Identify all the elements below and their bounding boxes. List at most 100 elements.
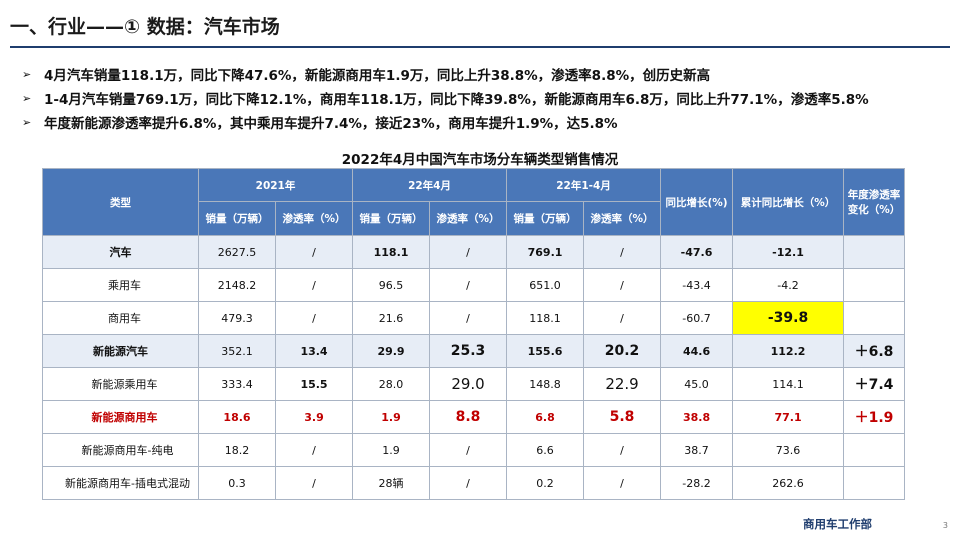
cell-pen-2021: /: [274, 235, 354, 269]
cell-yoy: -28.2: [660, 466, 734, 500]
cell-sales-ytd: 651.0: [506, 268, 585, 302]
cell-sales-2021: 18.2: [198, 433, 276, 467]
cell-pen-2021: /: [274, 433, 354, 467]
header-penetration: 渗透率（%）: [583, 201, 662, 236]
cell-pen-change: [843, 301, 906, 335]
header-sales: 销量（万辆）: [352, 201, 431, 236]
bullet-text: 4月汽车销量118.1万，同比下降47.6%，新能源商用车1.9万，同比上升38…: [44, 68, 711, 84]
cell-pen-apr: 29.0: [429, 367, 508, 401]
title-divider: [10, 46, 950, 48]
cell-sales-apr: 96.5: [352, 268, 431, 302]
cell-sales-apr: 29.9: [352, 334, 431, 368]
cell-sales-apr: 21.6: [352, 301, 431, 335]
cell-pen-change: [843, 268, 906, 302]
cell-sales-apr: 28辆: [352, 466, 431, 500]
cell-cum-yoy-highlight: -39.8: [732, 301, 845, 335]
slide-title: 一、行业——① 数据：汽车市场: [10, 16, 280, 38]
row-label: 新能源商用车: [42, 400, 199, 434]
cell-sales-2021: 2148.2: [198, 268, 276, 302]
cell-pen-change: [843, 235, 906, 269]
row-label: 新能源乘用车: [42, 367, 199, 401]
cell-pen-ytd: /: [583, 466, 662, 500]
cell-sales-2021: 0.3: [198, 466, 276, 500]
table-row: 新能源商用车 18.6 3.9 1.9 8.8 6.8 5.8 38.8 77.…: [42, 400, 906, 434]
cell-pen-ytd: 22.9: [583, 367, 662, 401]
bullet-item: ➢ 1-4月汽车销量769.1万，同比下降12.1%，商用车118.1万，同比下…: [22, 86, 958, 110]
cell-cum-yoy: -12.1: [732, 235, 845, 269]
cell-sales-2021: 2627.5: [198, 235, 276, 269]
row-label: 新能源汽车: [42, 334, 199, 368]
cell-pen-apr: /: [429, 268, 508, 302]
cell-sales-2021: 18.6: [198, 400, 276, 434]
cell-sales-ytd: 148.8: [506, 367, 585, 401]
cell-yoy: -43.4: [660, 268, 734, 302]
header-type: 类型: [42, 168, 199, 236]
cell-pen-2021: /: [274, 268, 354, 302]
table-row: 新能源商用车-插电式混动 0.3 / 28辆 / 0.2 / -28.2 262…: [42, 466, 906, 500]
sales-table: 类型 2021年 22年4月 22年1-4月 同比增长(%) 累计同比增长（%）…: [42, 168, 906, 500]
row-label: 汽车: [42, 235, 199, 269]
cell-sales-ytd: 118.1: [506, 301, 585, 335]
cell-cum-yoy: 73.6: [732, 433, 845, 467]
cell-sales-2021: 333.4: [198, 367, 276, 401]
cell-yoy: -60.7: [660, 301, 734, 335]
cell-sales-ytd: 6.8: [506, 400, 585, 434]
cell-sales-apr: 118.1: [352, 235, 431, 269]
cell-pen-2021: 3.9: [274, 400, 354, 434]
table-row: 新能源乘用车 333.4 15.5 28.0 29.0 148.8 22.9 4…: [42, 367, 906, 401]
row-label: 乘用车: [42, 268, 199, 302]
cell-pen-ytd: 20.2: [583, 334, 662, 368]
table-row: 乘用车 2148.2 / 96.5 / 651.0 / -43.4 -4.2: [42, 268, 906, 302]
bullet-arrow-icon: ➢: [22, 115, 32, 129]
cell-pen-ytd: /: [583, 235, 662, 269]
cell-pen-change: ＋6.8: [843, 334, 906, 368]
cell-sales-2021: 352.1: [198, 334, 276, 368]
cell-yoy: 45.0: [660, 367, 734, 401]
cell-sales-ytd: 0.2: [506, 466, 585, 500]
cell-sales-ytd: 155.6: [506, 334, 585, 368]
cell-pen-ytd: /: [583, 268, 662, 302]
bullet-text: 年度新能源渗透率提升6.8%，其中乘用车提升7.4%，接近23%，商用车提升1.…: [44, 116, 618, 132]
cell-yoy: -47.6: [660, 235, 734, 269]
cell-sales-apr: 28.0: [352, 367, 431, 401]
bullet-item: ➢ 4月汽车销量118.1万，同比下降47.6%，新能源商用车1.9万，同比上升…: [22, 62, 958, 86]
cell-pen-change: ＋1.9: [843, 400, 906, 434]
cell-cum-yoy: 77.1: [732, 400, 845, 434]
cell-sales-2021: 479.3: [198, 301, 276, 335]
cell-sales-apr: 1.9: [352, 400, 431, 434]
cell-yoy: 44.6: [660, 334, 734, 368]
table-title: 2022年4月中国汽车市场分车辆类型销售情况: [341, 152, 619, 168]
header-apr-2022: 22年4月: [352, 168, 508, 202]
cell-yoy: 38.8: [660, 400, 734, 434]
bullet-list: ➢ 4月汽车销量118.1万，同比下降47.6%，新能源商用车1.9万，同比上升…: [22, 62, 958, 134]
cell-cum-yoy: 114.1: [732, 367, 845, 401]
cell-sales-ytd: 769.1: [506, 235, 585, 269]
cell-pen-2021: 15.5: [274, 367, 354, 401]
cell-sales-ytd: 6.6: [506, 433, 585, 467]
bullet-arrow-icon: ➢: [22, 67, 32, 81]
footer-department: 商用车工作部: [803, 517, 872, 531]
header-sales: 销量（万辆）: [506, 201, 585, 236]
header-ytd-2022: 22年1-4月: [506, 168, 662, 202]
header-penetration: 渗透率（%）: [274, 201, 354, 236]
cell-pen-2021: /: [274, 466, 354, 500]
cell-sales-apr: 1.9: [352, 433, 431, 467]
table-row: 新能源汽车 352.1 13.4 29.9 25.3 155.6 20.2 44…: [42, 334, 906, 368]
header-sales: 销量（万辆）: [198, 201, 276, 236]
bullet-arrow-icon: ➢: [22, 91, 32, 105]
header-2021: 2021年: [197, 168, 354, 202]
cell-yoy: 38.7: [660, 433, 734, 467]
cell-pen-change: [843, 433, 906, 467]
cell-pen-ytd: /: [583, 301, 662, 335]
cell-cum-yoy: 112.2: [732, 334, 845, 368]
row-label: 新能源商用车-插电式混动: [42, 466, 199, 500]
cell-pen-2021: 13.4: [274, 334, 354, 368]
cell-pen-change: [843, 466, 906, 500]
header-yoy: 同比增长(%): [660, 168, 734, 236]
cell-pen-ytd: /: [583, 433, 662, 467]
cell-cum-yoy: 262.6: [732, 466, 845, 500]
cell-pen-apr: /: [429, 301, 508, 335]
cell-cum-yoy: -4.2: [732, 268, 845, 302]
table-row: 汽车 2627.5 / 118.1 / 769.1 / -47.6 -12.1: [42, 235, 906, 269]
cell-pen-apr: /: [429, 235, 508, 269]
